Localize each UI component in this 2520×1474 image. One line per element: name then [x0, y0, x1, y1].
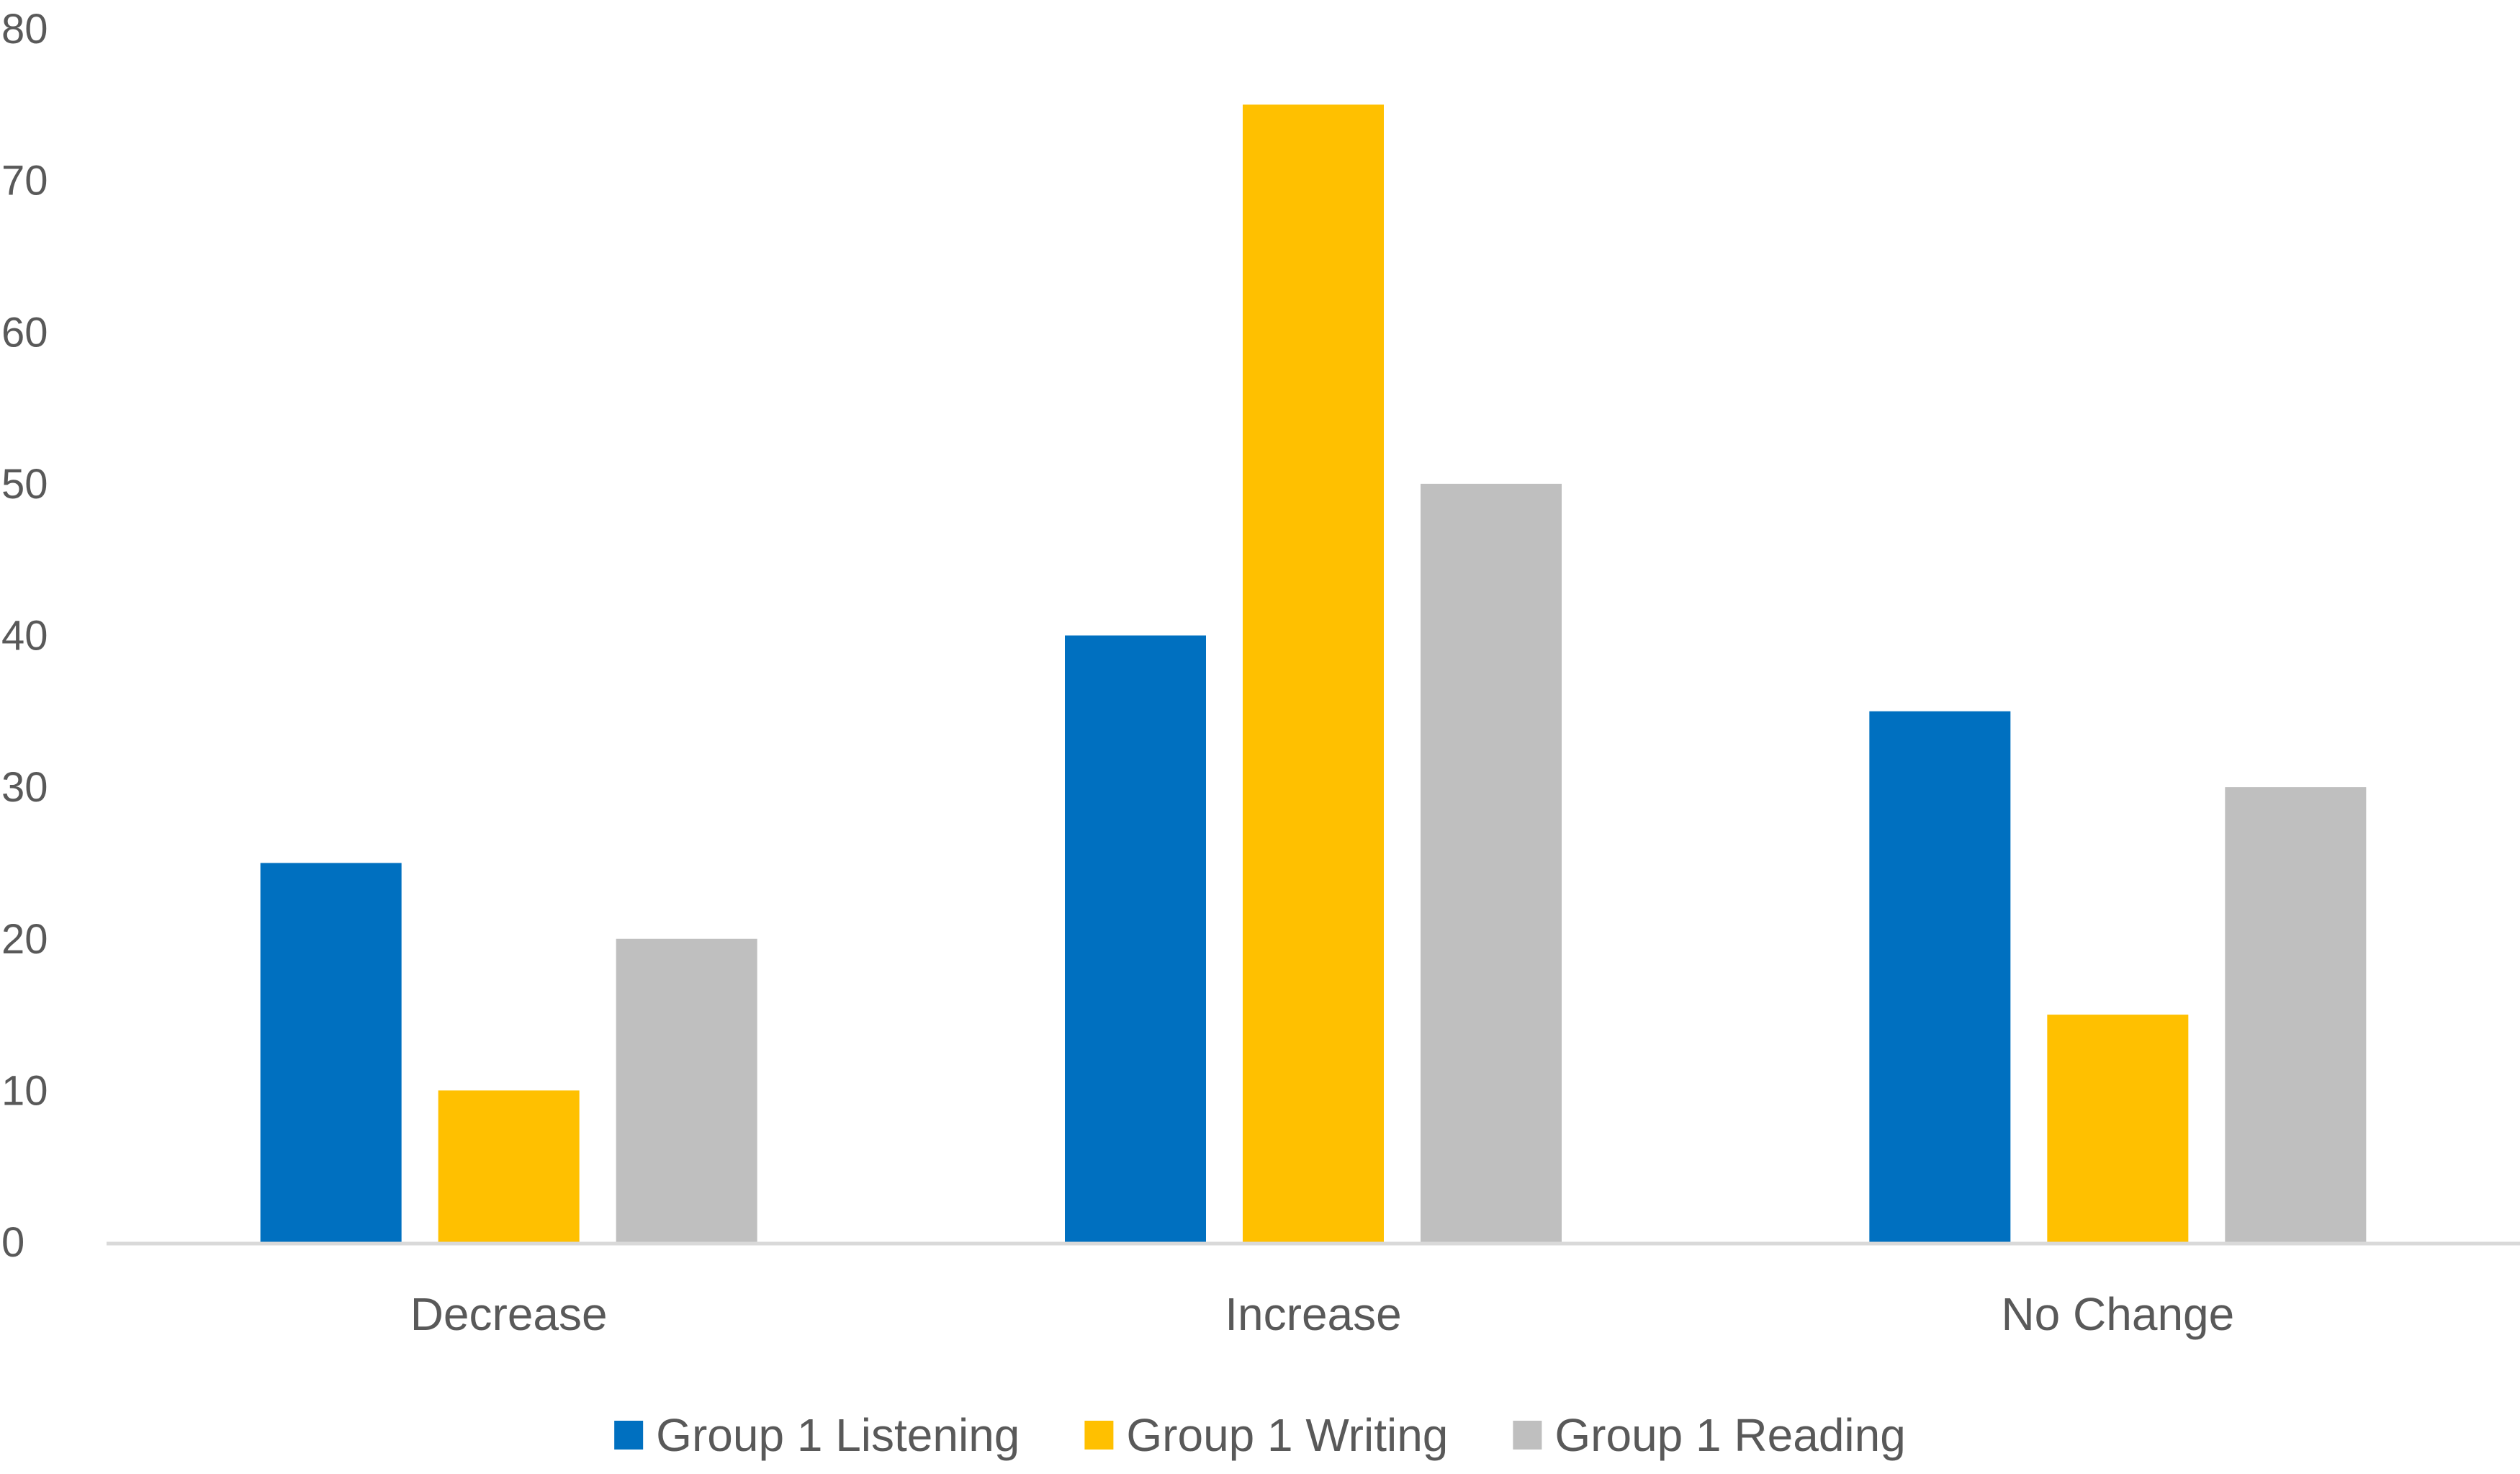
bars	[260, 104, 2367, 1242]
legend-label-group-1-reading: Group 1 Reading	[1554, 1409, 1905, 1461]
legend-swatch-group-1-writing	[1084, 1421, 1114, 1450]
y-axis-ticks: 0 10 20 30 40 50 60 70 80	[1, 6, 48, 1266]
y-tick-label-60: 60	[1, 309, 48, 356]
y-tick-label-40: 40	[1, 613, 48, 660]
legend-item-group-1-reading: Group 1 Reading	[1513, 1409, 1906, 1461]
x-tick-label-decrease: Decrease	[410, 1288, 608, 1340]
bar-decrease-group-1-reading	[616, 938, 757, 1242]
legend-item-group-1-writing: Group 1 Writing	[1084, 1409, 1448, 1461]
bar-decrease-group-1-writing	[438, 1090, 580, 1242]
y-tick-label-20: 20	[1, 916, 48, 963]
y-tick-label-70: 70	[1, 158, 48, 205]
legend-label-group-1-writing: Group 1 Writing	[1126, 1409, 1448, 1461]
legend-swatch-group-1-reading	[1513, 1421, 1542, 1450]
x-tick-label-no-change: No Change	[2001, 1288, 2234, 1340]
bar-no-change-group-1-listening	[1869, 711, 2011, 1242]
y-tick-label-10: 10	[1, 1067, 48, 1114]
y-tick-label-80: 80	[1, 6, 48, 53]
bar-increase-group-1-reading	[1421, 483, 1562, 1242]
legend-swatch-group-1-listening	[614, 1421, 644, 1450]
legend: Group 1 Listening Group 1 Writing Group 1 …	[614, 1409, 1906, 1461]
bar-increase-group-1-writing	[1243, 104, 1384, 1242]
x-tick-label-increase: Increase	[1225, 1288, 1401, 1340]
y-tick-label-30: 30	[1, 764, 48, 811]
y-tick-label-50: 50	[1, 461, 48, 508]
bar-no-change-group-1-writing	[2047, 1015, 2189, 1242]
legend-item-group-1-listening: Group 1 Listening	[614, 1409, 1020, 1461]
bar-decrease-group-1-listening	[260, 863, 402, 1242]
x-axis-labels: Decrease Increase No Change	[410, 1288, 2235, 1340]
y-tick-label-0: 0	[1, 1219, 24, 1266]
bar-no-change-group-1-reading	[2225, 787, 2367, 1242]
legend-label-group-1-listening: Group 1 Listening	[656, 1409, 1020, 1461]
bar-increase-group-1-listening	[1065, 635, 1206, 1242]
